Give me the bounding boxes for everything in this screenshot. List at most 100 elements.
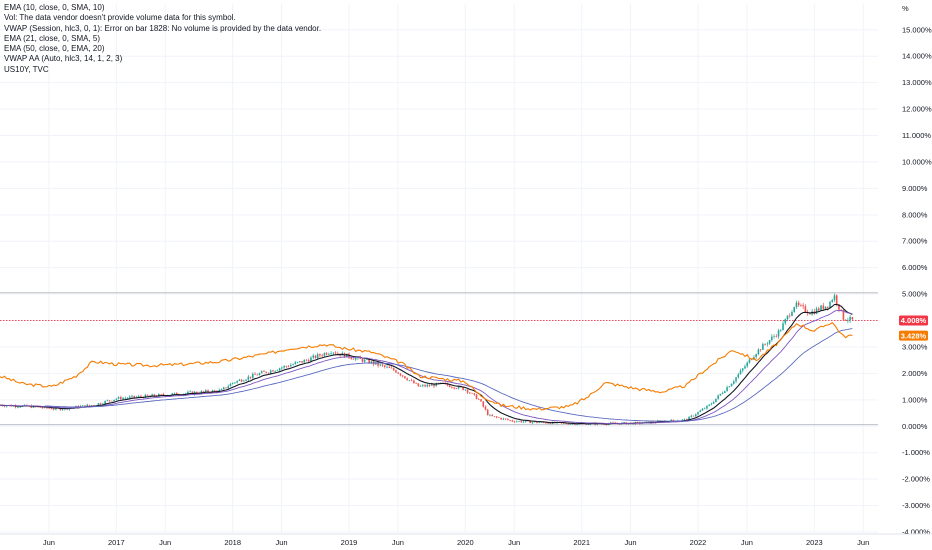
candle-body	[321, 355, 323, 357]
y-tick-label: 13.000%	[902, 78, 932, 87]
candle-body	[482, 401, 485, 407]
candle-body	[285, 366, 288, 367]
candle-body	[435, 382, 438, 387]
legend-ema21[interactable]: EMA (21, close, 0, SMA, 5)	[4, 33, 101, 43]
candle-body	[397, 372, 400, 374]
candle-body	[160, 394, 162, 395]
candle-body	[453, 387, 455, 389]
candle-body	[681, 419, 684, 421]
candle-body	[419, 385, 422, 387]
candle-body	[766, 343, 769, 345]
candle-body	[240, 379, 243, 382]
candle-body	[225, 387, 227, 389]
candle-body	[587, 424, 590, 425]
candle-body	[697, 412, 699, 415]
candle-body	[345, 353, 348, 358]
time-axis[interactable]: Jun 2017 Jun 2018 Jun 2019 Jun 2020 Jun 2021 Jun 20…	[0, 533, 932, 547]
candle-body	[108, 400, 111, 402]
y-tick-label: 10.000%	[902, 157, 932, 166]
candle-body	[504, 418, 507, 420]
candle-body	[686, 419, 688, 421]
legend-symbol[interactable]: US10Y, TVC	[4, 64, 49, 74]
y-tick-label: 0.000%	[902, 422, 928, 431]
candle-body	[231, 382, 234, 384]
candle-body	[243, 380, 245, 382]
candle-body	[757, 349, 760, 355]
candle-body	[111, 400, 113, 402]
candle-body	[325, 353, 328, 355]
candle-body	[703, 408, 706, 410]
candle-body	[126, 397, 129, 399]
legend-ema10[interactable]: EMA (10, close, 0, SMA, 10)	[4, 3, 105, 12]
candle-body	[701, 408, 704, 411]
candle-body	[486, 409, 489, 416]
candle-body	[818, 308, 820, 311]
y-tick-label: 3.000%	[902, 342, 928, 351]
candle-body	[744, 366, 746, 369]
candle-body	[762, 344, 764, 350]
candle-body	[133, 395, 136, 398]
axis-unit-label: %	[902, 4, 909, 13]
candle-body	[272, 370, 274, 372]
candle-body	[303, 359, 306, 363]
candle-body	[748, 359, 751, 363]
candle-body	[422, 385, 424, 386]
price-badges: 4.008% 3.428%	[899, 315, 928, 341]
candle-body	[721, 392, 724, 394]
candle-body	[115, 398, 118, 400]
candle-body	[401, 375, 404, 377]
candle-body	[800, 305, 802, 306]
x-tick-label: 2023	[806, 538, 823, 547]
y-tick-label: -3.000%	[902, 501, 930, 510]
candle-body	[699, 410, 702, 413]
candle-body	[549, 423, 552, 424]
candle-body	[135, 396, 138, 398]
x-tick-label: 2022	[690, 538, 707, 547]
candle-body	[122, 398, 124, 400]
candle-body	[184, 393, 187, 394]
candle-body	[605, 424, 608, 426]
candle-body	[196, 391, 198, 394]
candle-body	[502, 418, 505, 420]
candle-body	[433, 384, 435, 387]
candle-body	[153, 394, 156, 396]
candle-body	[683, 419, 686, 420]
candle-body	[316, 354, 319, 358]
y-tick-label: 1.000%	[902, 395, 928, 404]
candle-body	[728, 386, 731, 388]
candle-body	[428, 384, 431, 386]
candle-body	[258, 373, 261, 376]
candle-body	[437, 382, 440, 384]
ema21-line	[0, 309, 853, 424]
candle-body	[547, 423, 549, 424]
candle-body	[737, 374, 740, 378]
candle-body	[175, 392, 178, 395]
legend-vwap-aa[interactable]: VWAP AA (Auto, hlc3, 14, 1, 2, 3)	[4, 54, 123, 64]
candle-body	[263, 371, 265, 372]
y-tick-label: 12.000%	[902, 105, 932, 114]
x-tick-label: 2018	[224, 538, 241, 547]
price-axis[interactable]: % 15.000% 14.000% 13.000% 12.000% 11.000% 10.0…	[902, 4, 932, 537]
candle-body	[768, 340, 771, 344]
legend-ema50[interactable]: EMA (50, close, 0, EMA, 20)	[4, 44, 105, 54]
candle-body	[795, 302, 798, 308]
candle-body	[507, 419, 509, 421]
legend-vol[interactable]: Vol: The data vendor doesn't provide vol…	[4, 13, 236, 23]
candle-body	[484, 406, 487, 410]
candle-body	[294, 362, 297, 365]
candle-body	[793, 307, 796, 313]
candle-body	[97, 403, 100, 406]
candle-body	[715, 398, 717, 403]
candle-body	[820, 305, 822, 311]
candle-body	[363, 359, 366, 362]
candle-body	[399, 373, 402, 376]
legend-vwap-session[interactable]: VWAP (Session, hlc3, 0, 1): Error on bar…	[4, 23, 322, 33]
candle-body	[809, 313, 811, 315]
candle-body	[513, 421, 516, 423]
candle-body	[764, 344, 766, 345]
candle-body	[249, 376, 252, 378]
x-tick-label: Jun	[275, 538, 287, 547]
candle-body	[536, 421, 538, 423]
candle-body	[117, 397, 120, 399]
